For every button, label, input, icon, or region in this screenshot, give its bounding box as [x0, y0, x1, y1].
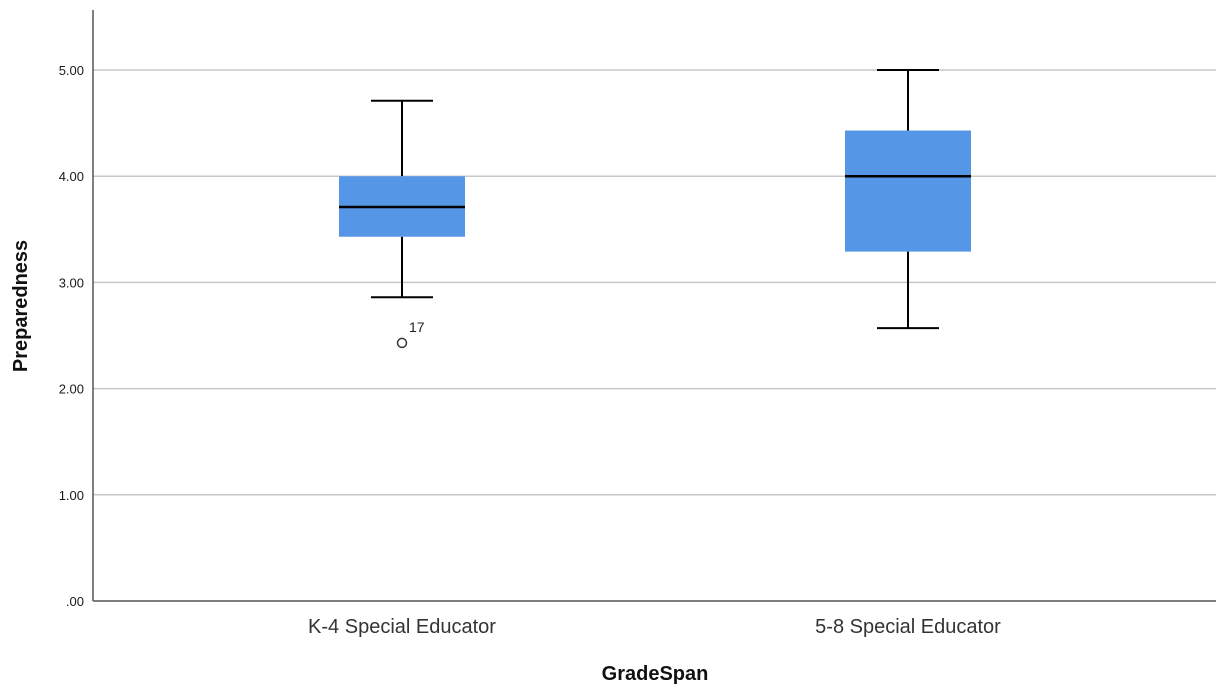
- iqr-box: [845, 130, 971, 252]
- y-tick-label: 2.00: [59, 382, 84, 397]
- y-tick-label: 5.00: [59, 63, 84, 78]
- y-axis-title: Preparedness: [10, 240, 32, 372]
- x-category-label: 5-8 Special Educator: [815, 616, 1001, 638]
- x-category-labels: K-4 Special Educator 5-8 Special Educator: [308, 616, 1001, 638]
- y-tick-label: 4.00: [59, 169, 84, 184]
- y-tick-label: 3.00: [59, 275, 84, 290]
- axes: [92, 10, 1216, 602]
- box-1: 17: [339, 99, 465, 349]
- x-category-label: K-4 Special Educator: [308, 616, 496, 638]
- gridlines: [93, 69, 1216, 496]
- box-2: [845, 69, 971, 330]
- y-tick-label: 1.00: [59, 488, 84, 503]
- outlier-label: 17: [409, 319, 425, 335]
- y-tick-labels: .00 1.00 2.00 3.00 4.00 5.00: [59, 63, 84, 609]
- y-tick-label: .00: [66, 594, 84, 609]
- boxes: 17: [339, 69, 971, 349]
- x-axis-title: GradeSpan: [602, 663, 709, 685]
- outlier-point: [396, 337, 408, 349]
